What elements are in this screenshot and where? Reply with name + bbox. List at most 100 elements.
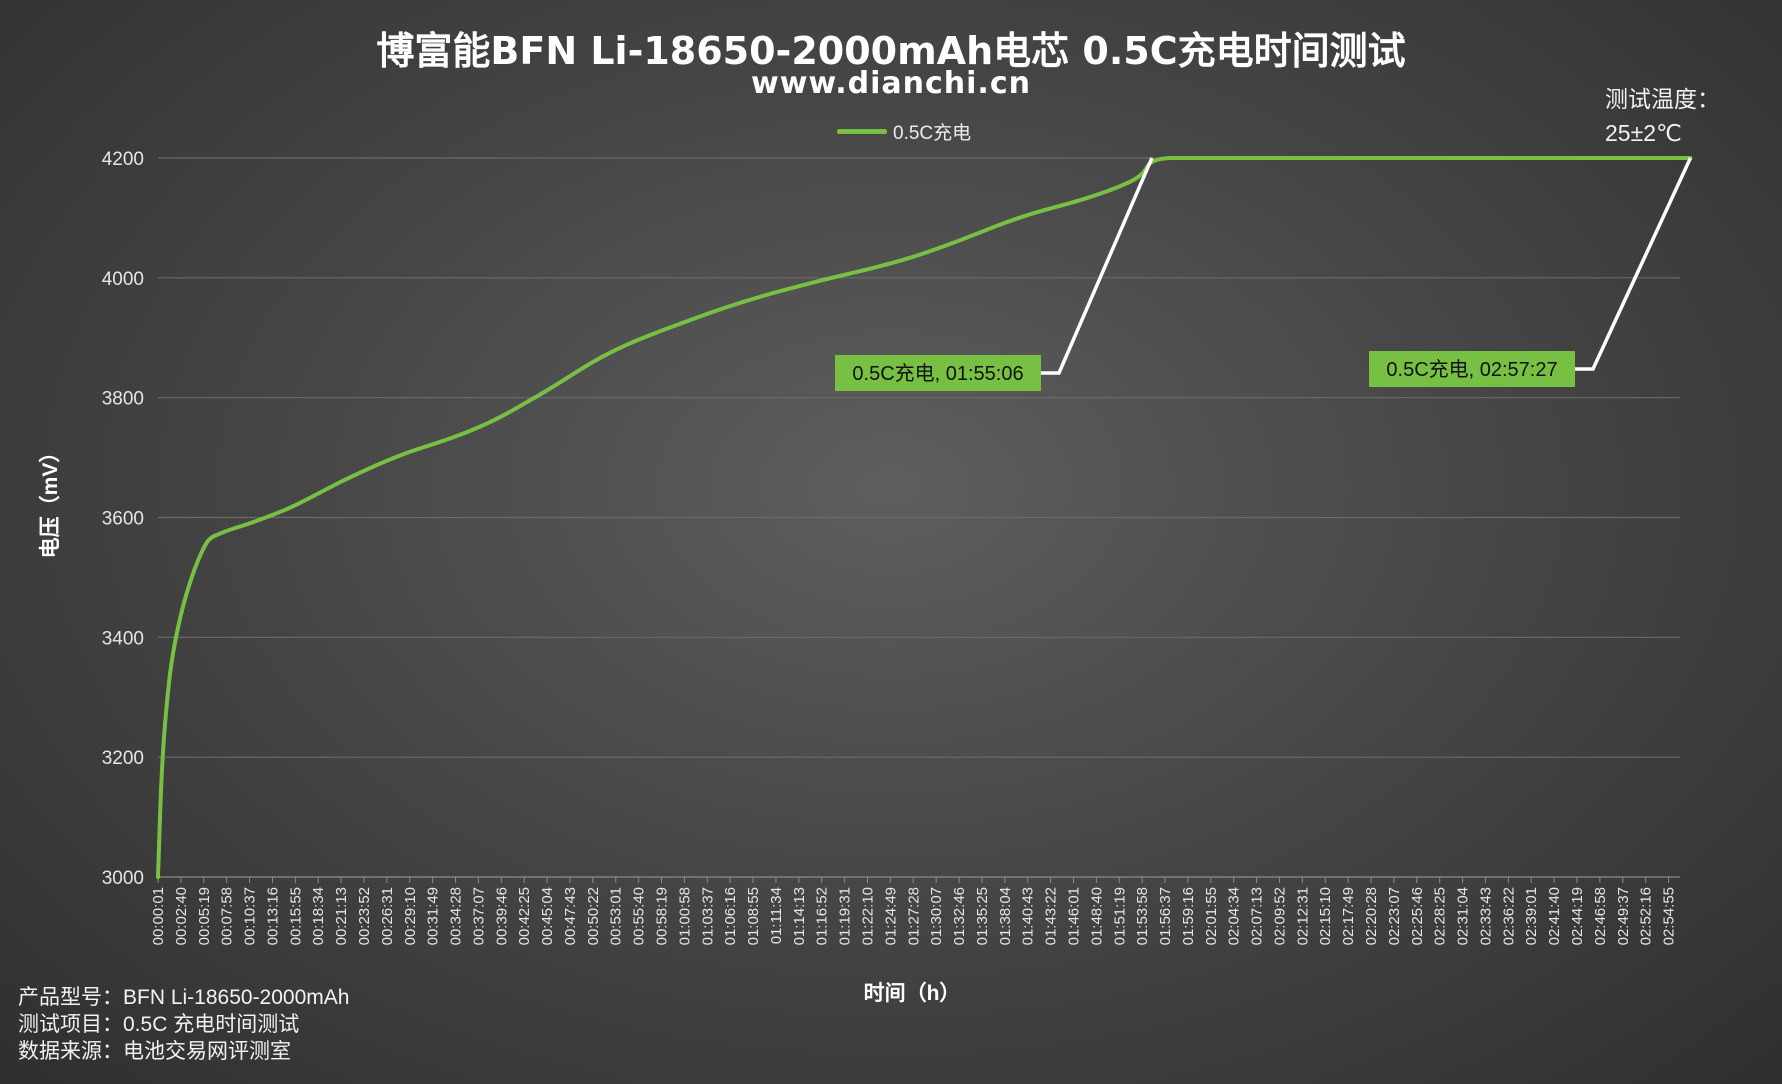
x-tick-label: 02:52:16 bbox=[1638, 887, 1655, 945]
x-tick-label: 00:00:01 bbox=[150, 887, 167, 945]
y-tick-label: 4200 bbox=[102, 149, 144, 170]
footer-test-item: 测试项目：0.5C 充电时间测试 bbox=[18, 1013, 300, 1036]
series-line-0.5c bbox=[156, 155, 1693, 879]
x-tick-label: 02:17:49 bbox=[1340, 887, 1357, 945]
temperature-value: 25±2℃ bbox=[1605, 120, 1682, 146]
temperature-label: 测试温度： bbox=[1605, 86, 1720, 112]
x-tick-label: 00:55:40 bbox=[631, 887, 648, 945]
footer-source: 数据来源：电池交易网评测室 bbox=[18, 1040, 291, 1063]
x-tick-label: 00:42:25 bbox=[516, 887, 533, 945]
x-tick-label: 02:09:52 bbox=[1271, 887, 1288, 945]
legend-label: 0.5C充电 bbox=[893, 123, 972, 144]
x-tick-label: 01:51:19 bbox=[1111, 887, 1128, 945]
annotation-box bbox=[1369, 351, 1575, 387]
x-tick-label: 01:06:16 bbox=[722, 887, 739, 945]
x-tick-label: 02:25:46 bbox=[1409, 887, 1426, 945]
x-tick-label: 00:10:37 bbox=[242, 887, 259, 945]
legend: 0.5C充电 bbox=[837, 118, 971, 145]
x-tick-label: 00:23:52 bbox=[356, 887, 373, 945]
x-tick-label: 00:29:10 bbox=[402, 887, 419, 945]
x-tick-label: 02:01:55 bbox=[1203, 887, 1220, 945]
x-tick-label: 02:07:13 bbox=[1249, 887, 1266, 945]
x-tick-label: 01:48:40 bbox=[1088, 887, 1105, 945]
x-tick-label: 00:02:40 bbox=[173, 887, 190, 945]
x-tick-label: 01:40:43 bbox=[1020, 887, 1037, 945]
x-tick-label: 01:46:01 bbox=[1065, 887, 1082, 945]
x-tick-label: 01:38:04 bbox=[997, 887, 1014, 945]
x-tick-label: 01:22:10 bbox=[860, 887, 877, 945]
x-tick-label: 02:44:19 bbox=[1569, 887, 1586, 945]
grid-lines bbox=[157, 157, 1680, 883]
x-tick-label: 01:27:28 bbox=[905, 887, 922, 945]
x-tick-label: 00:50:22 bbox=[585, 887, 602, 945]
x-tick-label: 02:12:31 bbox=[1294, 887, 1311, 945]
annotation-label: 0.5C充电, 01:55:06 bbox=[852, 362, 1023, 385]
y-tick-label: 3400 bbox=[102, 628, 144, 649]
footer-model: 产品型号：BFN Li-18650-2000mAh bbox=[18, 986, 350, 1009]
annotation-leader bbox=[1041, 157, 1154, 375]
annotations: 0.5C充电, 01:55:06 0.5C充电, 02:57:27 bbox=[835, 157, 1693, 391]
x-tick-label: 01:53:58 bbox=[1134, 887, 1151, 945]
y-tick-label: 3200 bbox=[102, 748, 144, 769]
y-tick-labels: 3000 3200 3400 3600 3800 4000 4200 bbox=[102, 149, 144, 889]
y-tick-label: 3000 bbox=[102, 868, 144, 889]
x-tick-label: 01:08:55 bbox=[745, 887, 762, 945]
x-tick-label: 02:41:40 bbox=[1546, 887, 1563, 945]
footer-notes: 产品型号：BFN Li-18650-2000mAh 测试项目：0.5C 充电时间… bbox=[18, 984, 349, 1065]
legend-swatch bbox=[837, 129, 887, 134]
x-tick-label: 01:11:34 bbox=[768, 887, 785, 944]
x-tick-label: 00:47:43 bbox=[562, 887, 579, 945]
x-tick-label: 01:19:31 bbox=[837, 887, 854, 945]
y-tick-label: 3800 bbox=[102, 389, 144, 410]
x-tick-label: 02:46:58 bbox=[1592, 887, 1609, 945]
y-tick-label: 3600 bbox=[102, 509, 144, 530]
x-tick-label: 00:37:07 bbox=[470, 887, 487, 945]
x-tick-label: 01:43:22 bbox=[1043, 887, 1060, 945]
x-tick-label: 00:53:01 bbox=[608, 887, 625, 945]
y-axis-title: 电压（mV） bbox=[38, 442, 62, 559]
x-tick-label: 02:20:28 bbox=[1363, 887, 1380, 945]
x-tick-label: 01:03:37 bbox=[699, 887, 716, 945]
x-tick-label: 00:21:13 bbox=[333, 887, 350, 945]
x-tick-label: 00:13:16 bbox=[264, 887, 281, 945]
temperature-note: 测试温度： 25±2℃ bbox=[1605, 82, 1720, 150]
annotation-leader bbox=[1575, 157, 1693, 371]
x-tick-label: 00:18:34 bbox=[310, 887, 327, 945]
x-tick-label: 01:32:46 bbox=[951, 887, 968, 945]
x-tick-label: 02:04:34 bbox=[1226, 887, 1243, 945]
x-tick-label: 01:35:25 bbox=[974, 887, 991, 945]
x-tick-label: 00:34:28 bbox=[448, 887, 465, 945]
chart-subtitle: www.dianchi.cn bbox=[751, 66, 1031, 101]
x-tick-labels: 00:00:01 00:02:40 00:05:19 00:07:58 00:10:37… bbox=[150, 887, 1678, 945]
x-tick-label: 00:45:04 bbox=[539, 887, 556, 945]
x-tick-label: 02:54:55 bbox=[1661, 887, 1678, 945]
x-tick-label: 01:16:52 bbox=[814, 887, 831, 945]
x-tick-label: 01:59:16 bbox=[1180, 887, 1197, 945]
annotation-label: 0.5C充电, 02:57:27 bbox=[1386, 358, 1557, 381]
x-tick-label: 00:58:19 bbox=[654, 887, 671, 945]
x-tick-label: 01:00:58 bbox=[676, 887, 693, 945]
x-tick-label: 00:31:49 bbox=[425, 887, 442, 945]
x-tick-label: 02:31:04 bbox=[1455, 887, 1472, 945]
x-tick-label: 02:33:43 bbox=[1477, 887, 1494, 945]
x-tick-label: 00:15:55 bbox=[287, 887, 304, 945]
x-tick-label: 00:39:46 bbox=[493, 887, 510, 945]
annotation-box bbox=[835, 355, 1041, 391]
chart-title: 博富能BFN Li-18650-2000mAh电芯 0.5C充电时间测试 bbox=[376, 29, 1406, 73]
x-axis-title: 时间（h） bbox=[864, 981, 961, 1005]
x-tick-label: 01:30:07 bbox=[928, 887, 945, 945]
y-tick-label: 4000 bbox=[102, 269, 144, 290]
x-tick-label: 01:56:37 bbox=[1157, 887, 1174, 945]
x-tick-label: 02:49:37 bbox=[1615, 887, 1632, 945]
x-tick-label: 02:36:22 bbox=[1500, 887, 1517, 945]
x-tick-label: 00:07:58 bbox=[219, 887, 236, 945]
x-tick-label: 02:15:10 bbox=[1317, 887, 1334, 945]
x-tick-label: 01:24:49 bbox=[882, 887, 899, 945]
x-tick-label: 00:26:31 bbox=[379, 887, 396, 945]
x-tick-label: 02:28:25 bbox=[1432, 887, 1449, 945]
series-lines bbox=[156, 155, 1693, 879]
x-tick-label: 00:05:19 bbox=[196, 887, 213, 945]
x-tick-label: 01:14:13 bbox=[791, 887, 808, 945]
x-tick-label: 02:39:01 bbox=[1523, 887, 1540, 945]
